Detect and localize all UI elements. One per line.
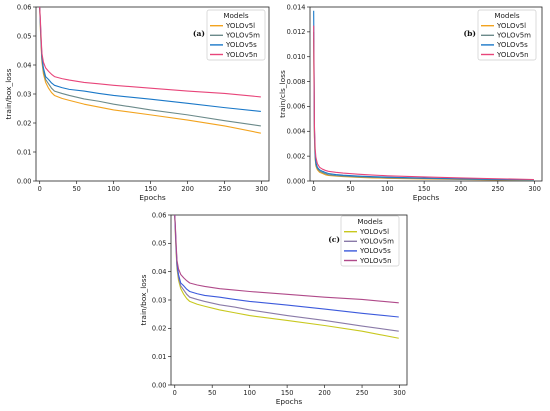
y-tick-label: 0.00 [17, 177, 32, 185]
y-tick-label: 0.06 [152, 211, 167, 219]
x-tick-label: 300 [528, 185, 541, 193]
series-line-yolov5n [313, 25, 534, 181]
legend-box [477, 9, 537, 61]
x-tick-label: 200 [181, 185, 194, 193]
x-tick-label: 200 [318, 389, 331, 397]
legend-title: Models [223, 11, 249, 20]
legend-entry-label: YOLOv5s [496, 41, 528, 49]
y-tick-label: 0.008 [287, 78, 306, 86]
legend-entry-label: YOLOv5n [359, 257, 392, 265]
x-tick-label: 250 [356, 389, 369, 397]
y-tick-label: 0.00 [152, 381, 167, 389]
legend-entry-label: YOLOv5m [496, 32, 531, 40]
y-tick-label: 0.06 [17, 3, 32, 11]
panel-label: (c) [328, 235, 340, 244]
x-tick-label: 100 [243, 389, 256, 397]
y-tick-label: 0.03 [17, 90, 32, 98]
x-tick-label: 150 [144, 185, 157, 193]
y-tick-label: 0.012 [287, 28, 306, 36]
series-line-yolov5n [39, 6, 261, 98]
plot-area-frame [309, 6, 543, 182]
chart-panel-1: 0 50 100 150 200 250 300 0.00 0.01 0.02 0.03 0.04 0.… [4, 3, 270, 202]
x-tick-label: 150 [418, 185, 431, 193]
legend-entry-label: YOLOv5s [359, 247, 391, 255]
x-tick-label: 50 [346, 185, 354, 193]
y-tick-label: 0.002 [287, 152, 306, 160]
x-tick-label: 300 [255, 185, 268, 193]
legend-title: Models [357, 217, 383, 226]
chart-panel-3: 0 50 100 150 200 250 300 0.00 0.01 0.02 0.03 0.04 0.… [139, 211, 408, 406]
y-tick-label: 0.004 [287, 128, 306, 136]
y-tick-label: 0.014 [287, 3, 306, 11]
panel-label: (a) [193, 29, 205, 38]
legend-box [340, 215, 400, 267]
y-tick-label: 0.01 [17, 148, 32, 156]
legend-entry-label: YOLOv5s [225, 41, 257, 49]
x-tick-label: 200 [455, 185, 468, 193]
panel-label: (b) [464, 29, 477, 38]
legend-entry-label: YOLOv5l [496, 22, 526, 30]
y-tick-label: 0.04 [152, 268, 167, 276]
y-tick-label: 0.04 [17, 61, 32, 69]
y-axis-label: train/box_loss [139, 274, 148, 325]
x-axis-label: Epochs [139, 193, 166, 202]
y-tick-label: 0.03 [152, 296, 167, 304]
x-tick-label: 150 [281, 389, 294, 397]
x-tick-label: 0 [312, 185, 316, 193]
x-tick-label: 300 [393, 389, 406, 397]
x-tick-label: 0 [38, 185, 42, 193]
y-tick-label: 0.01 [152, 353, 167, 361]
x-tick-label: 50 [72, 185, 80, 193]
x-tick-label: 100 [107, 185, 120, 193]
y-tick-label: 0.02 [17, 119, 32, 127]
y-axis-label: train/box_loss [4, 68, 13, 119]
y-tick-label: 0.02 [152, 325, 167, 333]
legend-entry-label: YOLOv5l [359, 228, 389, 236]
y-tick-label: 0.006 [287, 103, 306, 111]
x-tick-label: 0 [173, 389, 177, 397]
y-tick-label: 0.000 [287, 177, 306, 185]
x-tick-label: 50 [208, 389, 216, 397]
x-tick-label: 250 [492, 185, 505, 193]
legend-title: Models [494, 11, 520, 20]
x-axis-label: Epochs [413, 193, 440, 202]
legend-entry-label: YOLOv5n [225, 51, 258, 59]
legend-entry-label: YOLOv5l [225, 22, 255, 30]
series-line-yolov5s [313, 10, 534, 181]
y-tick-label: 0.010 [287, 53, 306, 61]
y-axis-label: train/cls_loss [278, 70, 287, 118]
x-tick-label: 100 [381, 185, 394, 193]
legend-box [206, 9, 266, 61]
chart-panel-2: 0 50 100 150 200 250 300 0.000 0.002 0.004 0.006 0.… [278, 3, 543, 202]
y-tick-label: 0.05 [17, 32, 32, 40]
series-line-yolov5n [174, 214, 399, 304]
y-tick-label: 0.05 [152, 240, 167, 248]
x-axis-label: Epochs [276, 397, 303, 406]
x-tick-label: 250 [218, 185, 231, 193]
legend-entry-label: YOLOv5m [225, 32, 260, 40]
legend-entry-label: YOLOv5n [496, 51, 529, 59]
legend-entry-label: YOLOv5m [359, 238, 394, 246]
